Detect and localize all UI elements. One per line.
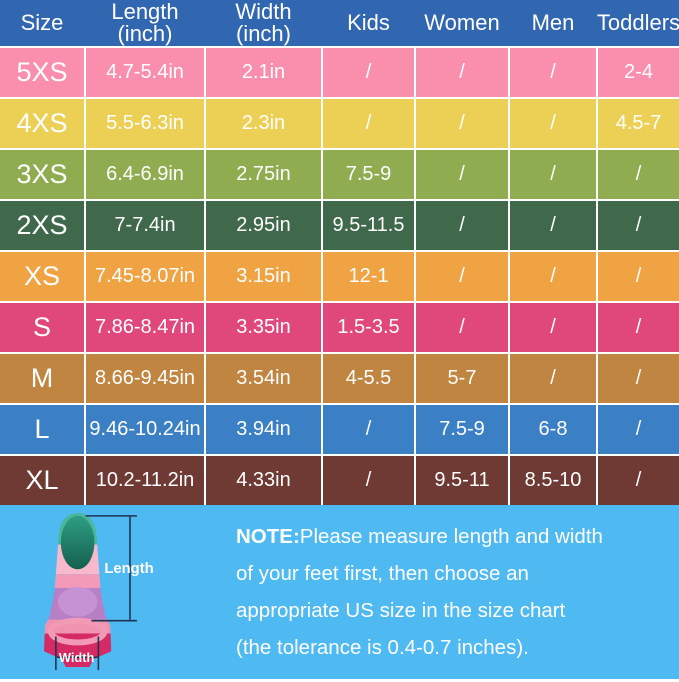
men-value: / <box>510 150 596 199</box>
kids-value: 9.5-11.5 <box>323 201 414 250</box>
toddlers-value: / <box>598 456 679 505</box>
table-row-2xs: 2XS 7-7.4in 2.95in 9.5-11.5 / / / <box>0 201 679 250</box>
toddlers-value: / <box>598 201 679 250</box>
women-value: / <box>416 303 508 352</box>
length-value: 7.86-8.47in <box>86 303 204 352</box>
kids-value: 1.5-3.5 <box>323 303 414 352</box>
note-text: NOTE:Please measure length and width of … <box>236 518 672 666</box>
table-row-l: L 9.46-10.24in 3.94in / 7.5-9 6-8 / <box>0 405 679 454</box>
fin-length-label: Length <box>104 561 153 577</box>
dimension-lines <box>55 515 137 671</box>
toddlers-value: / <box>598 252 679 301</box>
header-women: Women <box>424 10 500 35</box>
toddlers-value: / <box>598 303 679 352</box>
note-line: NOTE:Please measure length and width <box>236 525 603 548</box>
kids-value: / <box>323 405 414 454</box>
width-value: 2.95in <box>206 201 321 250</box>
length-value: 4.7-5.4in <box>86 48 204 97</box>
women-value: / <box>416 201 508 250</box>
note-prefix: NOTE: <box>236 525 300 548</box>
size-table: Size Length (inch) Width (inch) Kids Women… <box>0 0 679 505</box>
kids-value: 4-5.5 <box>323 354 414 403</box>
width-value: 2.75in <box>206 150 321 199</box>
length-value: 7-7.4in <box>86 201 204 250</box>
size-label: XL <box>0 456 84 505</box>
men-value: / <box>510 303 596 352</box>
note-line: appropriate US size in the size chart <box>236 599 566 622</box>
table-row-xl: XL 10.2-11.2in 4.33in / 9.5-11 8.5-10 / <box>0 456 679 505</box>
swim-fin-icon: Length Width <box>44 512 154 671</box>
width-value: 3.54in <box>206 354 321 403</box>
size-label: M <box>0 354 84 403</box>
men-value: / <box>510 252 596 301</box>
table-row-4xs: 4XS 5.5-6.3in 2.3in / / / 4.5-7 <box>0 99 679 148</box>
size-label: 4XS <box>0 99 84 148</box>
header-men: Men <box>531 10 575 35</box>
toddlers-value: / <box>598 354 679 403</box>
header-width: Width (inch) <box>235 0 292 46</box>
table-row-3xs: 3XS 6.4-6.9in 2.75in 7.5-9 / / / <box>0 150 679 199</box>
fin-illustration: Length Width <box>25 507 235 677</box>
length-value: 7.45-8.07in <box>86 252 204 301</box>
table-header-row: Size Length (inch) Width (inch) Kids Women… <box>0 0 679 46</box>
size-label: 5XS <box>0 48 84 97</box>
size-label: L <box>0 405 84 454</box>
table-row-s: S 7.86-8.47in 3.35in 1.5-3.5 / / / <box>0 303 679 352</box>
length-value: 6.4-6.9in <box>86 150 204 199</box>
toddlers-value: 2-4 <box>598 48 679 97</box>
women-value: 5-7 <box>416 354 508 403</box>
header-size: Size <box>20 10 64 35</box>
note-line: of your feet first, then choose an <box>236 562 529 585</box>
width-value: 3.15in <box>206 252 321 301</box>
fin-width-label: Width <box>59 650 95 665</box>
table-row-m: M 8.66-9.45in 3.54in 4-5.5 5-7 / / <box>0 354 679 403</box>
width-value: 2.1in <box>206 48 321 97</box>
width-value: 4.33in <box>206 456 321 505</box>
length-value: 5.5-6.3in <box>86 99 204 148</box>
toddlers-value: / <box>598 150 679 199</box>
kids-value: 7.5-9 <box>323 150 414 199</box>
note-line: (the tolerance is 0.4-0.7 inches). <box>236 636 529 659</box>
women-value: / <box>416 252 508 301</box>
kids-value: / <box>323 99 414 148</box>
header-toddlers: Toddlers <box>596 10 679 35</box>
header-length: Length (inch) <box>111 0 179 46</box>
kids-value: / <box>323 48 414 97</box>
women-value: / <box>416 48 508 97</box>
header-kids: Kids <box>347 10 390 35</box>
length-value: 10.2-11.2in <box>86 456 204 505</box>
length-value: 9.46-10.24in <box>86 405 204 454</box>
women-value: / <box>416 150 508 199</box>
width-value: 2.3in <box>206 99 321 148</box>
table-row-5xs: 5XS 4.7-5.4in 2.1in / / / 2-4 <box>0 48 679 97</box>
men-value: 8.5-10 <box>510 456 596 505</box>
men-value: / <box>510 354 596 403</box>
length-value: 8.66-9.45in <box>86 354 204 403</box>
women-value: / <box>416 99 508 148</box>
women-value: 9.5-11 <box>416 456 508 505</box>
toddlers-value: / <box>598 405 679 454</box>
width-value: 3.94in <box>206 405 321 454</box>
table-row-xs: XS 7.45-8.07in 3.15in 12-1 / / / <box>0 252 679 301</box>
size-label: 2XS <box>0 201 84 250</box>
kids-value: 12-1 <box>323 252 414 301</box>
men-value: / <box>510 201 596 250</box>
width-value: 3.35in <box>206 303 321 352</box>
footer-panel: Length Width NOTE:Please measure length … <box>0 505 679 679</box>
size-label: 3XS <box>0 150 84 199</box>
women-value: 7.5-9 <box>416 405 508 454</box>
men-value: / <box>510 48 596 97</box>
toddlers-value: 4.5-7 <box>598 99 679 148</box>
size-label: S <box>0 303 84 352</box>
men-value: / <box>510 99 596 148</box>
kids-value: / <box>323 456 414 505</box>
men-value: 6-8 <box>510 405 596 454</box>
size-label: XS <box>0 252 84 301</box>
